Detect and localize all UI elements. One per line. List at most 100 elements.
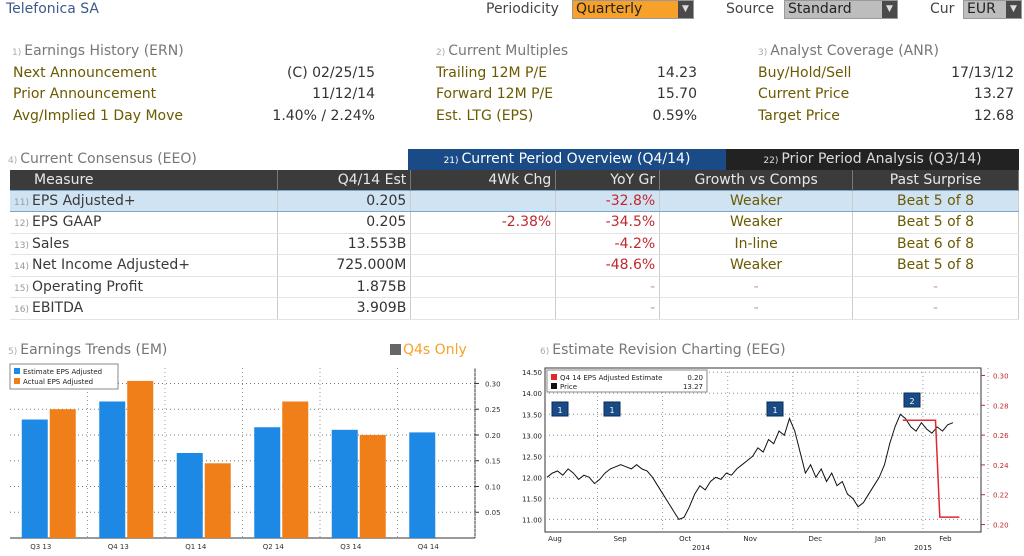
y-tick-label: 0.20: [485, 432, 501, 440]
growth-cell: Weaker: [659, 254, 854, 277]
analyst-coverage-title[interactable]: 3) Analyst Coverage (ANR): [758, 43, 939, 59]
table-row[interactable]: 12) EPS GAAP 0.205 -2.38% -34.5% Weaker B…: [10, 211, 1019, 234]
x-tick-label: Q1 14: [185, 543, 207, 551]
legend-value: 13.27: [683, 383, 703, 391]
section-title-text: Earnings Trends (EM): [20, 342, 168, 358]
bar-actual[interactable]: [127, 380, 154, 538]
section-number: 1): [12, 48, 22, 58]
forward-pe-value: 15.70: [656, 86, 697, 102]
event-marker-icon[interactable]: 2: [903, 392, 921, 408]
bar-estimate[interactable]: [21, 419, 48, 538]
chg-cell: [410, 233, 557, 255]
q4s-only-toggle[interactable]: Q4s Only: [390, 342, 467, 358]
earnings-history-title[interactable]: 1) Earnings History (ERN): [12, 43, 184, 59]
est-cell: 13.553B: [277, 233, 412, 255]
chg-cell: [410, 189, 557, 212]
measure-name: EPS Adjusted+: [31, 192, 136, 209]
q4s-only-label: Q4s Only: [403, 342, 467, 358]
bar-estimate[interactable]: [409, 432, 436, 538]
periodicity-dropdown[interactable]: Quarterly ▼: [572, 0, 694, 19]
col-growth-vs-comps[interactable]: Growth vs Comps: [659, 170, 854, 190]
col-past-surprise[interactable]: Past Surprise: [852, 170, 1019, 190]
table-row[interactable]: 13) Sales 13.553B -4.2% In-line Beat 6 of…: [10, 233, 1019, 255]
chevron-down-icon[interactable]: ▼: [678, 1, 693, 18]
left-y-tick-label: 14.50: [522, 369, 542, 377]
x-tick-label: Oct: [679, 535, 691, 543]
price-line[interactable]: [546, 413, 954, 521]
chevron-down-icon[interactable]: ▼: [882, 1, 897, 18]
earnings-trends-title[interactable]: 5) Earnings Trends (EM): [8, 342, 167, 358]
tab-prior-period[interactable]: 22) Prior Period Analysis (Q3/14): [726, 149, 1019, 170]
bar-actual[interactable]: [359, 434, 386, 538]
bar-estimate[interactable]: [254, 427, 281, 538]
currency-dropdown[interactable]: EUR ▼: [963, 0, 1022, 19]
legend-label: Estimate EPS Adjusted: [23, 368, 102, 376]
x-tick-label: Q4 14: [418, 543, 440, 551]
left-y-tick-label: 11.50: [522, 495, 542, 503]
right-y-tick-label: 0.26: [993, 432, 1009, 440]
table-row[interactable]: 16) EBITDA 3.909B - - -: [10, 297, 1019, 320]
current-multiples-title[interactable]: 2) Current Multiples: [436, 43, 568, 59]
yoy-cell: -32.8%: [555, 189, 661, 212]
trailing-pe-label: Trailing 12M P/E: [436, 65, 548, 81]
section-number: 6): [540, 347, 550, 357]
consensus-title[interactable]: 4) Current Consensus (EEO): [8, 151, 197, 167]
row-number: 11): [14, 197, 29, 208]
bar-estimate[interactable]: [331, 429, 358, 538]
section-title-text: Current Consensus (EEO): [20, 151, 197, 167]
x-tick-label: Feb: [939, 535, 952, 543]
next-announcement-label: Next Announcement: [13, 65, 157, 81]
left-y-tick-label: 11.00: [522, 516, 542, 524]
checkbox-icon[interactable]: [390, 344, 401, 355]
right-y-tick-label: 0.28: [993, 402, 1009, 410]
event-marker-icon[interactable]: 1: [603, 401, 621, 417]
current-price-value: 13.27: [973, 86, 1014, 102]
past-surprise-cell: Beat 5 of 8: [852, 254, 1019, 277]
bar-estimate[interactable]: [99, 401, 126, 538]
buy-hold-sell-label: Buy/Hold/Sell: [758, 65, 852, 81]
measure-name: EPS GAAP: [31, 214, 102, 231]
bar-estimate[interactable]: [176, 453, 203, 538]
section-title-text: Earnings History (ERN): [24, 43, 184, 59]
tab-current-period[interactable]: 21) Current Period Overview (Q4/14): [408, 149, 726, 170]
measure-cell: 15) Operating Profit: [10, 276, 279, 298]
col-yoy[interactable]: YoY Gr: [555, 170, 661, 190]
estimate-line[interactable]: [902, 419, 960, 518]
source-dropdown[interactable]: Standard ▼: [784, 0, 898, 19]
event-marker-label: 1: [557, 406, 562, 415]
x-tick-label: Dec: [809, 535, 823, 543]
col-est[interactable]: Q4/14 Est: [277, 170, 412, 190]
legend-swatch: [551, 383, 557, 389]
section-number: 3): [758, 48, 768, 58]
x-tick-label: Q3 13: [30, 543, 51, 551]
bar-actual[interactable]: [49, 409, 76, 538]
source-value: Standard: [788, 1, 852, 17]
past-surprise-cell: Beat 5 of 8: [852, 211, 1019, 234]
measure-cell: 14) Net Income Adjusted+: [10, 254, 279, 277]
year-label: 2014: [692, 544, 710, 552]
measure-cell: 13) Sales: [10, 233, 279, 255]
right-y-tick-label: 0.30: [993, 372, 1009, 380]
current-price-label: Current Price: [758, 86, 850, 102]
measure-name: Net Income Adjusted+: [31, 257, 190, 274]
chg-cell: [410, 297, 557, 320]
est-cell: 3.909B: [277, 297, 412, 320]
chevron-down-icon[interactable]: ▼: [1006, 1, 1021, 18]
col-measure[interactable]: Measure: [10, 170, 279, 190]
prior-announcement-label: Prior Announcement: [13, 86, 157, 102]
bar-actual[interactable]: [204, 463, 231, 538]
avg-implied-move-label: Avg/Implied 1 Day Move: [13, 108, 184, 124]
table-row[interactable]: 11) EPS Adjusted+ 0.205 -32.8% Weaker Bea…: [10, 189, 1019, 212]
yoy-cell: -34.5%: [555, 211, 661, 234]
estimate-revision-title[interactable]: 6) Estimate Revision Charting (EEG): [540, 342, 786, 358]
event-marker-icon[interactable]: 1: [766, 401, 784, 417]
tab-number: 22): [763, 156, 779, 166]
event-marker-icon[interactable]: 1: [551, 401, 569, 417]
tab-label: Current Period Overview (Q4/14): [461, 151, 691, 167]
bar-actual[interactable]: [282, 401, 309, 538]
table-row[interactable]: 14) Net Income Adjusted+ 725.000M -48.6% …: [10, 254, 1019, 277]
right-y-tick-label: 0.22: [993, 492, 1009, 500]
table-row[interactable]: 15) Operating Profit 1.875B - - -: [10, 276, 1019, 298]
estimate-revision-chart: 11.00 11.50 12.00 12.50 13.00 13.50 14.00 14.50…: [522, 367, 1009, 552]
col-4wk-chg[interactable]: 4Wk Chg: [410, 170, 557, 190]
